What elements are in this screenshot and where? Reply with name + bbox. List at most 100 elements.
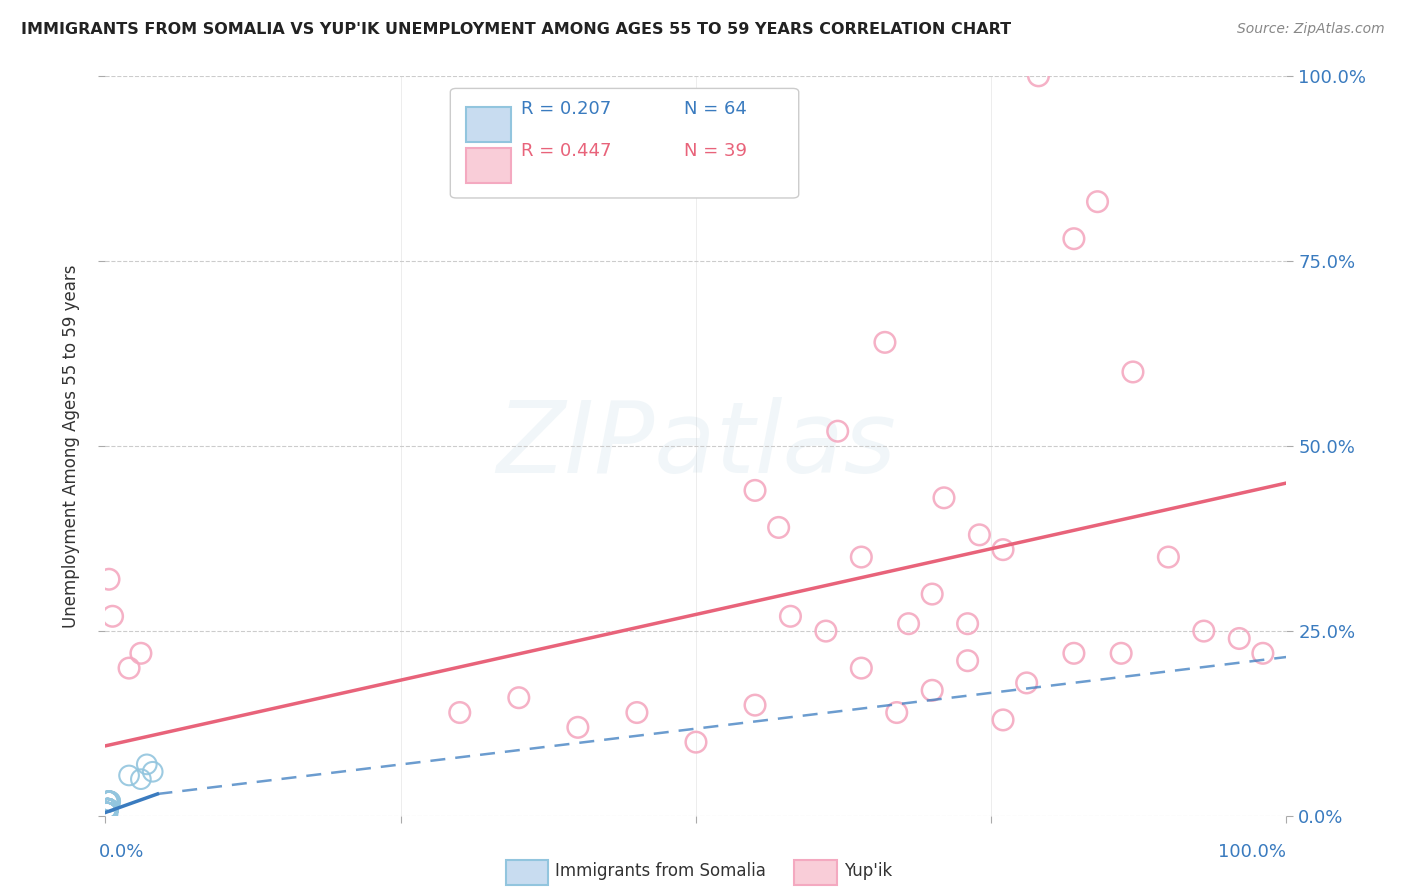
Point [96, 805, 118, 820]
Text: Immigrants from Somalia: Immigrants from Somalia [555, 863, 766, 880]
Point [96, 802, 118, 816]
Point [98, 794, 121, 808]
Text: Source: ZipAtlas.com: Source: ZipAtlas.com [1237, 22, 1385, 37]
Point [97, 802, 120, 816]
Point [96, 805, 118, 820]
Point [1157, 549, 1180, 565]
Point [956, 654, 979, 668]
Text: R = 0.207: R = 0.207 [522, 100, 612, 118]
Point [827, 424, 849, 438]
Point [97, 802, 120, 816]
Point [96, 805, 118, 820]
Point [97, 802, 120, 816]
Point [97, 794, 120, 808]
Point [101, 609, 124, 624]
Point [96, 805, 118, 820]
Point [814, 624, 837, 639]
Point [97, 802, 120, 816]
Point [129, 646, 152, 660]
Point [98, 794, 121, 808]
Point [97, 802, 120, 816]
Point [1251, 646, 1274, 660]
Point [1192, 624, 1215, 639]
Text: 100.0%: 100.0% [1219, 843, 1286, 861]
Point [98, 794, 121, 808]
Point [921, 587, 943, 601]
Point [97, 802, 120, 816]
Point [97, 802, 120, 816]
Point [96, 805, 118, 820]
Text: IMMIGRANTS FROM SOMALIA VS YUP'IK UNEMPLOYMENT AMONG AGES 55 TO 59 YEARS CORRELA: IMMIGRANTS FROM SOMALIA VS YUP'IK UNEMPL… [21, 22, 1011, 37]
Point [768, 520, 790, 534]
Point [851, 661, 873, 675]
Point [991, 542, 1014, 557]
Point [626, 706, 648, 720]
Point [921, 683, 943, 698]
Point [1087, 194, 1109, 209]
Point [97, 802, 120, 816]
Point [98, 572, 121, 586]
Point [98, 794, 121, 808]
Point [991, 713, 1014, 727]
Point [98, 794, 121, 808]
Text: ZIPatlas: ZIPatlas [496, 398, 896, 494]
Point [97, 802, 120, 816]
Point [1063, 646, 1085, 660]
Point [567, 720, 589, 734]
Point [851, 549, 873, 565]
Point [97, 802, 120, 816]
Point [685, 735, 707, 749]
Point [96, 802, 118, 816]
Point [744, 483, 766, 498]
Point [1015, 676, 1038, 690]
Point [873, 335, 896, 350]
Point [97, 802, 120, 816]
Point [97, 805, 120, 820]
Point [96, 802, 118, 816]
FancyBboxPatch shape [450, 88, 799, 198]
Point [96, 805, 118, 820]
Point [744, 698, 766, 712]
Point [956, 616, 979, 631]
Text: N = 64: N = 64 [685, 100, 747, 118]
Point [97, 802, 120, 816]
Point [886, 706, 908, 720]
Point [96, 805, 118, 820]
Point [98, 794, 121, 808]
Text: 0.0%: 0.0% [98, 843, 143, 861]
Point [118, 661, 141, 675]
Point [97, 802, 120, 816]
Point [96, 802, 118, 816]
Point [969, 528, 991, 542]
Point [129, 772, 152, 787]
Point [98, 794, 121, 808]
Point [96, 802, 118, 816]
Point [96, 805, 118, 820]
Point [97, 802, 120, 816]
Point [97, 802, 120, 816]
Text: R = 0.447: R = 0.447 [522, 143, 612, 161]
Point [96, 805, 118, 820]
Point [1109, 646, 1132, 660]
Point [97, 802, 120, 816]
Point [508, 690, 530, 705]
Point [97, 802, 120, 816]
Text: N = 39: N = 39 [685, 143, 747, 161]
FancyBboxPatch shape [465, 107, 510, 143]
Y-axis label: Unemployment Among Ages 55 to 59 years: Unemployment Among Ages 55 to 59 years [62, 264, 80, 628]
Point [897, 616, 920, 631]
Point [98, 794, 121, 808]
Point [97, 802, 120, 816]
Point [97, 794, 120, 808]
Point [142, 764, 165, 779]
Point [97, 802, 120, 816]
Point [96, 805, 118, 820]
Point [98, 794, 121, 808]
Point [96, 805, 118, 820]
Point [96, 805, 118, 820]
Point [98, 794, 121, 808]
Point [1063, 232, 1085, 246]
Point [98, 794, 121, 808]
Point [98, 794, 121, 808]
Point [779, 609, 801, 624]
